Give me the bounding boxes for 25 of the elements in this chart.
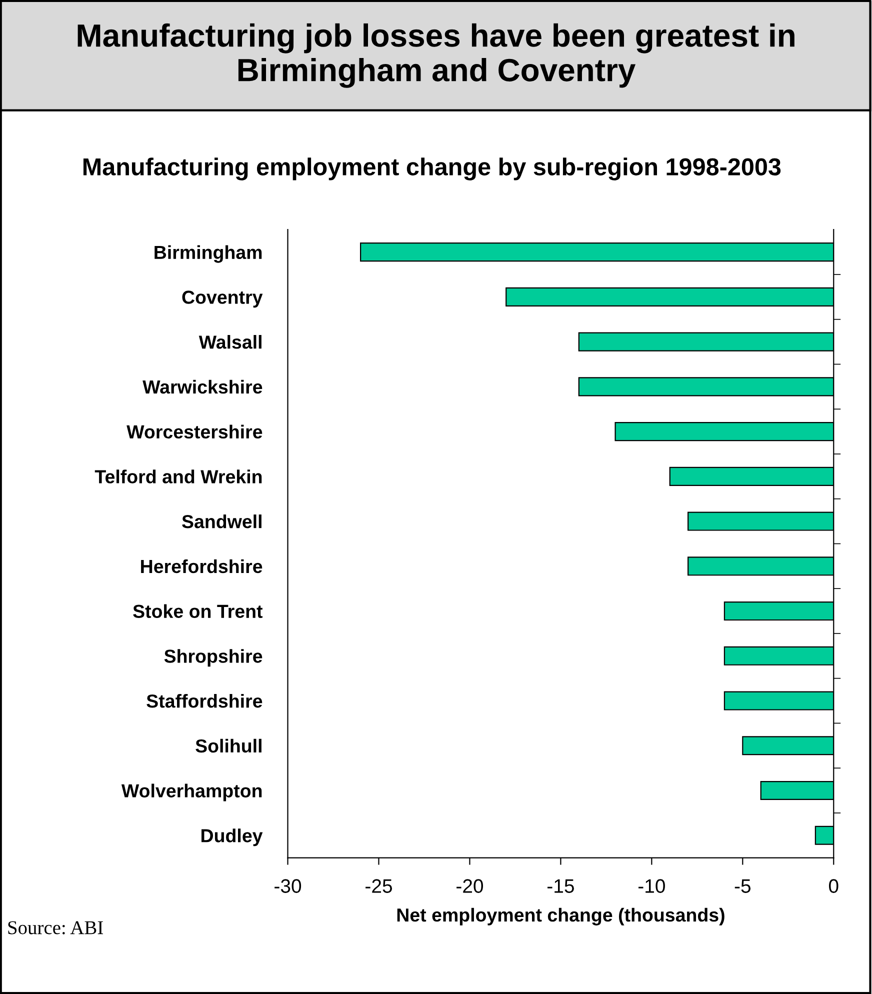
source-note: Source: ABI: [8, 921, 103, 934]
chart-subtitle: Manufacturing employment change by sub-region 1998-2003: [83, 158, 781, 180]
x-tick-label: -25: [366, 879, 392, 893]
y-tick-label: Herefordshire: [141, 559, 262, 574]
y-tick-label: Birmingham: [154, 245, 262, 263]
x-tick-label: -20: [456, 879, 484, 893]
y-tick-label: Coventry: [182, 290, 263, 308]
y-tick-label: Staffordshire: [146, 694, 262, 708]
x-tick-label: -30: [274, 879, 302, 893]
chart-title: Manufacturing job losses have been greatest in Birmingham and Coventry: [78, 23, 794, 88]
y-tick-label: Worcestershire: [126, 424, 262, 439]
y-tick-label: Dudley: [202, 828, 263, 846]
x-tick-label: 0: [828, 879, 838, 893]
x-tick-label: -15: [548, 879, 574, 893]
x-tick-label: -5: [734, 879, 750, 893]
y-tick-label: Sandwell: [182, 514, 262, 528]
y-tick-label: Telford and Wrekin: [94, 470, 262, 484]
y-tick-label: Stoke on Trent: [133, 604, 263, 618]
x-axis-title: Net employment change (thousands): [397, 908, 724, 926]
y-tick-label: Solihull: [196, 738, 262, 753]
y-tick-label: Walsall: [198, 335, 262, 349]
x-tick-label: -10: [638, 879, 665, 893]
y-tick-label: Wolverhampton: [121, 784, 262, 802]
y-tick-label: Shropshire: [164, 649, 262, 667]
y-tick-label: Warwickshire: [142, 380, 262, 394]
